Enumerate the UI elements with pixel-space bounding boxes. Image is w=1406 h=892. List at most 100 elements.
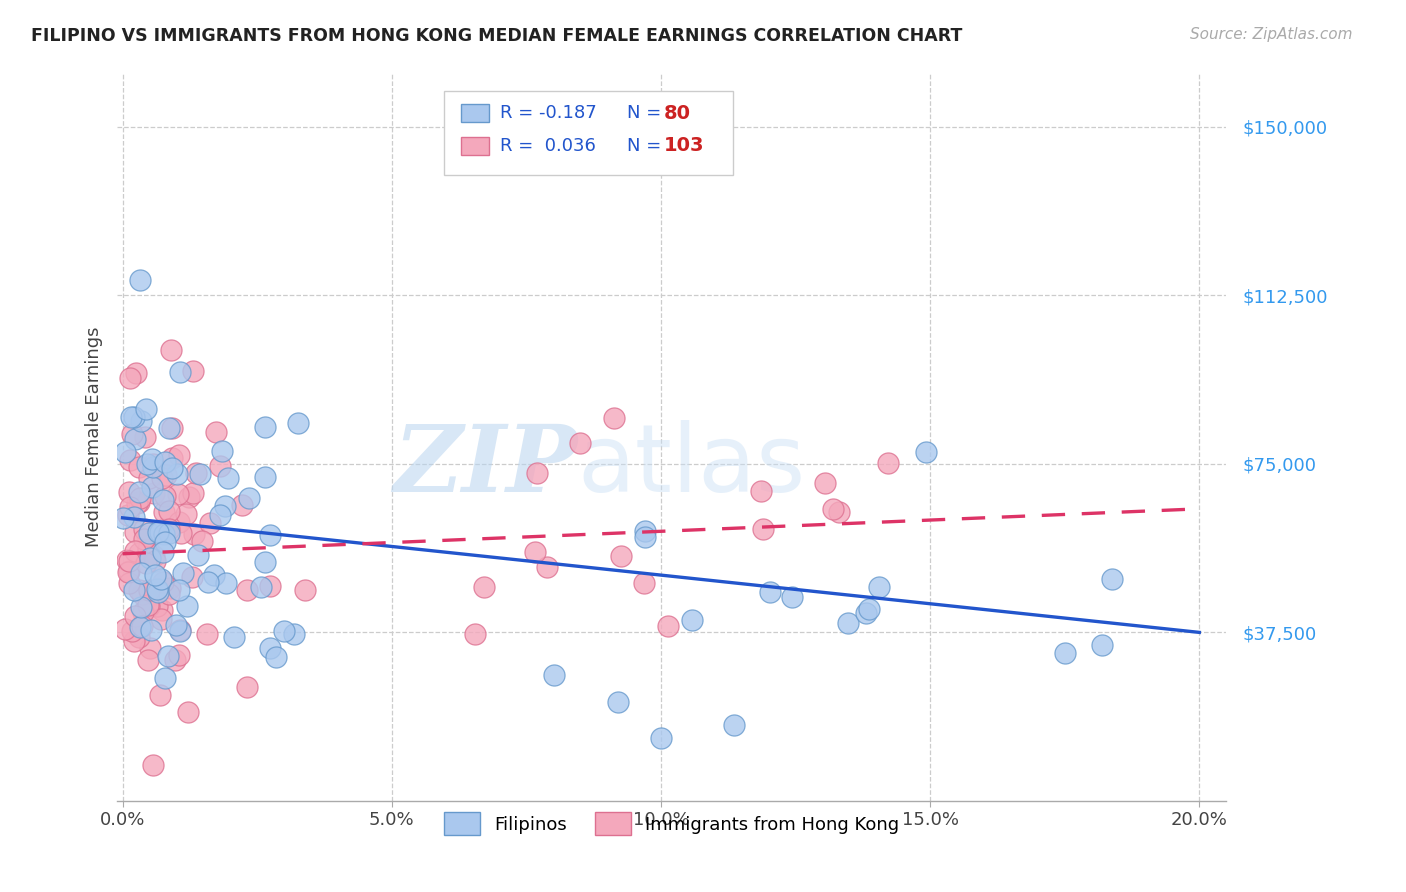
Text: N =: N = xyxy=(627,104,668,122)
Point xyxy=(118,575,141,590)
Point xyxy=(131,619,153,633)
Point xyxy=(187,548,209,562)
Point xyxy=(124,409,146,424)
Point xyxy=(132,532,155,546)
Point xyxy=(197,575,219,590)
Point xyxy=(236,582,259,597)
Point xyxy=(143,554,166,568)
Point xyxy=(124,432,146,446)
Point xyxy=(723,718,745,732)
Point xyxy=(181,364,204,378)
Point xyxy=(211,444,233,458)
Point xyxy=(128,630,150,644)
Point xyxy=(814,476,837,491)
Point xyxy=(146,525,169,540)
Point xyxy=(114,623,136,637)
Point xyxy=(128,546,150,560)
Point xyxy=(152,522,174,536)
Point xyxy=(131,566,153,581)
Point xyxy=(222,630,245,644)
Point xyxy=(231,499,253,513)
Point xyxy=(169,624,191,639)
Point xyxy=(132,605,155,619)
Point xyxy=(128,459,150,474)
Point xyxy=(204,567,226,582)
Point xyxy=(138,582,160,597)
Point xyxy=(148,584,170,599)
Point xyxy=(606,695,628,709)
Point xyxy=(159,581,181,595)
Point xyxy=(149,572,172,586)
Point xyxy=(472,580,495,594)
Point xyxy=(152,492,174,507)
Point xyxy=(143,549,166,563)
Point xyxy=(138,526,160,541)
Point xyxy=(162,450,184,465)
Point xyxy=(208,458,231,473)
Point xyxy=(149,688,172,702)
Point xyxy=(259,579,281,593)
Point xyxy=(165,653,187,667)
Point xyxy=(141,452,163,467)
Text: N =: N = xyxy=(627,136,668,155)
Point xyxy=(464,626,486,640)
Text: R =  0.036: R = 0.036 xyxy=(499,136,596,155)
Point xyxy=(127,496,149,510)
Text: R = -0.187: R = -0.187 xyxy=(499,104,596,122)
Point xyxy=(169,365,191,379)
Point xyxy=(155,671,177,685)
Point xyxy=(179,490,201,504)
Point xyxy=(128,491,150,505)
Point xyxy=(634,530,657,544)
Point xyxy=(152,545,174,559)
Point xyxy=(253,555,276,569)
Point xyxy=(215,576,238,591)
Point xyxy=(142,486,165,500)
Point xyxy=(169,623,191,637)
Point xyxy=(129,414,152,428)
Y-axis label: Median Female Earnings: Median Female Earnings xyxy=(86,326,103,547)
Point xyxy=(868,580,890,594)
Point xyxy=(135,402,157,417)
Point xyxy=(150,603,173,617)
Point xyxy=(160,343,183,358)
Point xyxy=(238,491,260,505)
Point xyxy=(167,448,190,462)
Point xyxy=(155,455,177,469)
Point xyxy=(122,509,145,524)
Text: Source: ZipAtlas.com: Source: ZipAtlas.com xyxy=(1189,27,1353,42)
Point xyxy=(172,566,194,581)
Point xyxy=(118,484,141,499)
Point xyxy=(287,416,309,430)
Text: 80: 80 xyxy=(664,103,690,122)
Point xyxy=(681,613,703,627)
Point xyxy=(165,617,187,632)
Point xyxy=(114,445,136,459)
Point xyxy=(138,471,160,485)
Point xyxy=(877,456,900,470)
Text: 103: 103 xyxy=(664,136,704,155)
Point xyxy=(183,526,205,541)
Point xyxy=(132,522,155,536)
Point xyxy=(283,627,305,641)
Point xyxy=(135,556,157,570)
Point xyxy=(195,626,218,640)
Point xyxy=(157,525,180,540)
Point xyxy=(657,619,679,633)
Point xyxy=(191,534,214,549)
Point xyxy=(294,582,316,597)
Point xyxy=(250,580,273,594)
Text: ZIP: ZIP xyxy=(394,421,578,511)
Point xyxy=(141,480,163,494)
Point xyxy=(157,587,180,601)
Point xyxy=(1053,646,1076,660)
Point xyxy=(569,436,592,450)
Point xyxy=(208,508,231,523)
Point xyxy=(177,705,200,719)
Point xyxy=(131,587,153,601)
Point xyxy=(124,609,146,624)
Point xyxy=(150,612,173,626)
Point xyxy=(167,515,190,529)
Point xyxy=(780,591,803,605)
Point xyxy=(524,545,547,559)
